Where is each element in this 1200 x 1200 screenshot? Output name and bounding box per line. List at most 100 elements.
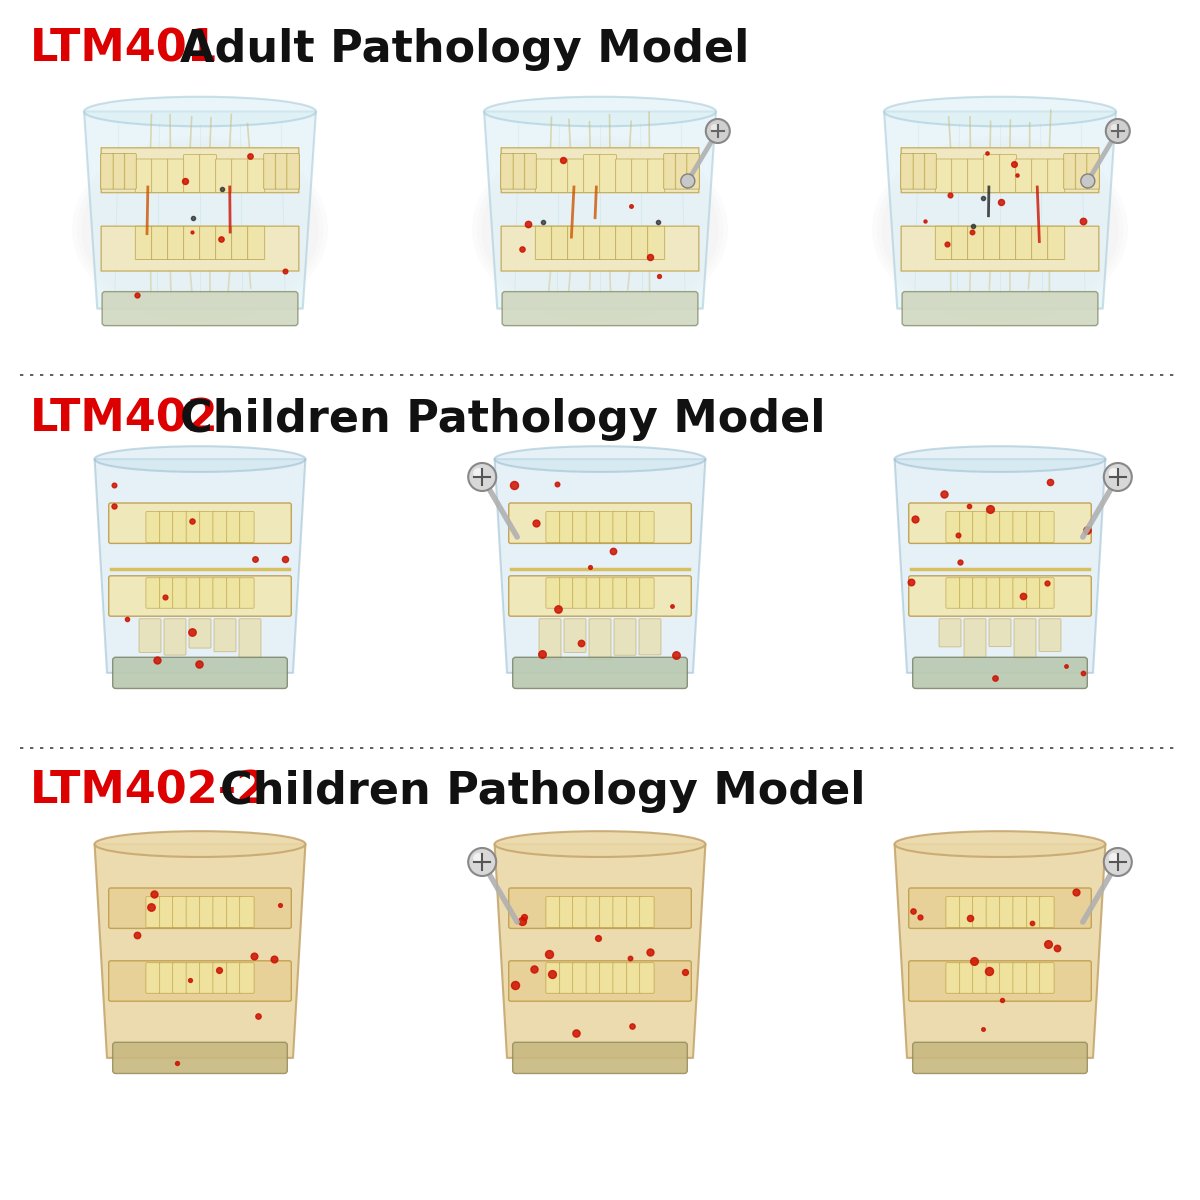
FancyBboxPatch shape — [546, 962, 560, 994]
FancyBboxPatch shape — [136, 158, 152, 192]
FancyBboxPatch shape — [1087, 154, 1099, 190]
FancyBboxPatch shape — [586, 577, 600, 608]
FancyBboxPatch shape — [232, 226, 248, 259]
FancyBboxPatch shape — [967, 158, 984, 192]
FancyBboxPatch shape — [626, 896, 641, 928]
Ellipse shape — [895, 446, 1105, 472]
FancyBboxPatch shape — [964, 619, 986, 658]
FancyBboxPatch shape — [113, 658, 287, 689]
FancyBboxPatch shape — [1026, 577, 1040, 608]
Circle shape — [1111, 124, 1118, 132]
FancyBboxPatch shape — [212, 577, 227, 608]
FancyBboxPatch shape — [600, 577, 614, 608]
Ellipse shape — [72, 136, 328, 322]
FancyBboxPatch shape — [952, 226, 968, 259]
FancyBboxPatch shape — [913, 658, 1087, 689]
FancyBboxPatch shape — [648, 158, 665, 192]
Polygon shape — [84, 112, 316, 308]
FancyBboxPatch shape — [512, 154, 524, 190]
FancyBboxPatch shape — [509, 503, 691, 544]
FancyBboxPatch shape — [583, 155, 600, 192]
FancyBboxPatch shape — [146, 896, 161, 928]
FancyBboxPatch shape — [535, 226, 552, 259]
FancyBboxPatch shape — [186, 896, 200, 928]
FancyBboxPatch shape — [908, 961, 1091, 1001]
FancyBboxPatch shape — [946, 511, 960, 542]
FancyBboxPatch shape — [146, 577, 161, 608]
FancyBboxPatch shape — [199, 962, 214, 994]
FancyBboxPatch shape — [616, 158, 632, 192]
Ellipse shape — [77, 139, 323, 319]
FancyBboxPatch shape — [946, 577, 960, 608]
FancyBboxPatch shape — [959, 962, 973, 994]
Ellipse shape — [95, 832, 305, 857]
FancyBboxPatch shape — [967, 226, 984, 259]
Ellipse shape — [494, 832, 706, 857]
FancyBboxPatch shape — [989, 619, 1010, 647]
Text: LTM402-2: LTM402-2 — [30, 770, 268, 814]
FancyBboxPatch shape — [173, 577, 187, 608]
Polygon shape — [884, 112, 1116, 308]
FancyBboxPatch shape — [167, 226, 185, 259]
Ellipse shape — [82, 143, 318, 316]
Polygon shape — [895, 844, 1105, 1058]
FancyBboxPatch shape — [184, 155, 200, 192]
FancyBboxPatch shape — [109, 576, 292, 616]
FancyBboxPatch shape — [616, 226, 632, 259]
FancyBboxPatch shape — [648, 226, 665, 259]
FancyBboxPatch shape — [199, 577, 214, 608]
FancyBboxPatch shape — [912, 154, 925, 190]
FancyBboxPatch shape — [1000, 962, 1014, 994]
FancyBboxPatch shape — [924, 154, 936, 190]
FancyBboxPatch shape — [1039, 896, 1054, 928]
FancyBboxPatch shape — [626, 511, 641, 542]
FancyBboxPatch shape — [986, 896, 1001, 928]
FancyBboxPatch shape — [109, 503, 292, 544]
FancyBboxPatch shape — [600, 962, 614, 994]
Circle shape — [1109, 468, 1118, 478]
FancyBboxPatch shape — [984, 155, 1001, 192]
FancyBboxPatch shape — [124, 154, 137, 190]
FancyBboxPatch shape — [631, 158, 649, 192]
FancyBboxPatch shape — [940, 619, 961, 647]
FancyBboxPatch shape — [1013, 511, 1027, 542]
FancyBboxPatch shape — [984, 226, 1001, 259]
Polygon shape — [484, 112, 716, 308]
FancyBboxPatch shape — [935, 226, 953, 259]
FancyBboxPatch shape — [101, 226, 299, 271]
Text: Children Pathology Model: Children Pathology Model — [149, 398, 826, 440]
FancyBboxPatch shape — [214, 619, 236, 652]
FancyBboxPatch shape — [212, 896, 227, 928]
FancyBboxPatch shape — [1013, 577, 1027, 608]
FancyBboxPatch shape — [572, 962, 587, 994]
FancyBboxPatch shape — [199, 226, 216, 259]
FancyBboxPatch shape — [512, 658, 688, 689]
FancyBboxPatch shape — [227, 511, 241, 542]
FancyBboxPatch shape — [676, 154, 688, 190]
Ellipse shape — [884, 97, 1116, 126]
FancyBboxPatch shape — [908, 576, 1091, 616]
FancyBboxPatch shape — [240, 577, 254, 608]
FancyBboxPatch shape — [589, 619, 611, 660]
FancyBboxPatch shape — [901, 154, 913, 190]
FancyBboxPatch shape — [1026, 962, 1040, 994]
FancyBboxPatch shape — [275, 154, 288, 190]
FancyBboxPatch shape — [247, 226, 265, 259]
Ellipse shape — [95, 446, 305, 472]
FancyBboxPatch shape — [136, 226, 152, 259]
FancyBboxPatch shape — [186, 511, 200, 542]
FancyBboxPatch shape — [216, 158, 233, 192]
Ellipse shape — [872, 136, 1128, 322]
FancyBboxPatch shape — [512, 1043, 688, 1074]
Polygon shape — [895, 460, 1105, 673]
Circle shape — [473, 853, 484, 863]
FancyBboxPatch shape — [109, 961, 292, 1001]
FancyBboxPatch shape — [186, 962, 200, 994]
FancyBboxPatch shape — [1032, 226, 1049, 259]
FancyBboxPatch shape — [572, 511, 587, 542]
Circle shape — [680, 174, 695, 188]
FancyBboxPatch shape — [173, 896, 187, 928]
FancyBboxPatch shape — [509, 888, 691, 929]
Polygon shape — [95, 460, 305, 673]
FancyBboxPatch shape — [1015, 158, 1033, 192]
